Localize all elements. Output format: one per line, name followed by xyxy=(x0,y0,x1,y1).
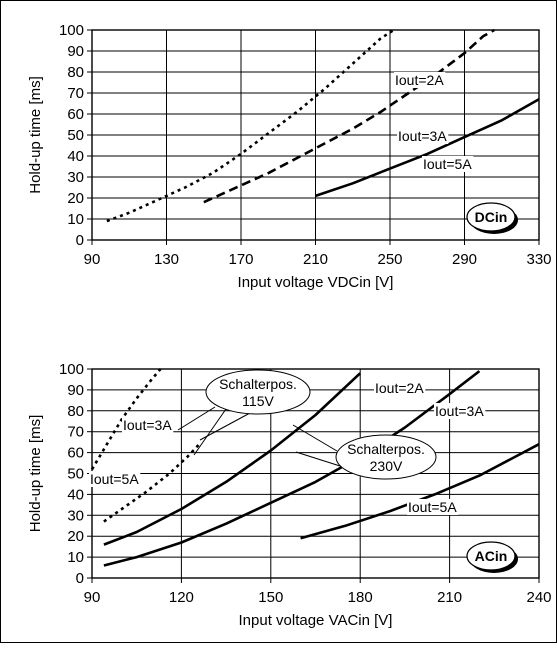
dc-x-axis-title: Input voltage VDCin [V] xyxy=(238,274,394,291)
series-label-background xyxy=(374,380,426,396)
series-label-background xyxy=(397,128,449,144)
y-tick-label: 60 xyxy=(67,445,84,462)
series-line-1 xyxy=(203,28,495,204)
ac-callout-230v-oval xyxy=(335,434,437,480)
ac-chart-labels: Input voltage VACin [V] Hold-up time [ms… xyxy=(27,415,392,629)
x-tick-label: 330 xyxy=(526,251,551,268)
y-tick-label: 70 xyxy=(67,85,84,102)
y-tick-label: 80 xyxy=(67,403,84,420)
dc-badge-oval xyxy=(466,202,516,232)
y-tick-label: 20 xyxy=(67,528,84,545)
y-tick-label: 0 xyxy=(76,570,84,587)
series-label-background xyxy=(434,403,486,419)
ac-callout-115v-line1: Schalterpos. xyxy=(219,376,297,392)
callout-leader-line xyxy=(193,408,227,456)
callout-leader-line xyxy=(295,451,341,467)
ac-callout-115v-line2: 115V xyxy=(242,393,274,409)
x-tick-label: 180 xyxy=(348,589,373,606)
y-tick-label: 30 xyxy=(67,169,84,186)
x-tick-label: 90 xyxy=(84,251,101,268)
y-tick-label: 90 xyxy=(67,382,84,399)
series-label-background xyxy=(122,417,174,433)
y-tick-label: 40 xyxy=(67,486,84,503)
series-line-0 xyxy=(106,28,395,223)
ac-callout-leaders xyxy=(177,406,341,467)
ac-badge-oval xyxy=(466,541,516,571)
ac-y-axis-title: Hold-up time [ms] xyxy=(27,415,44,533)
callout-leader-line xyxy=(292,424,338,452)
series-line-2 xyxy=(103,372,362,546)
ac-series-label-115v-5a: Iout=5A xyxy=(90,471,139,487)
ac-chart-ticks: 0 10 20 30 40 50 60 70 80 90 100 90 120 150 180 210 240 xyxy=(59,361,552,606)
series-line-2 xyxy=(315,98,540,198)
x-tick-label: 150 xyxy=(258,589,283,606)
ac-callouts: Schalterpos. 115V Schalterpos. 230V xyxy=(205,369,437,480)
y-tick-label: 20 xyxy=(67,190,84,207)
ac-series-label-230v-5a: Iout=5A xyxy=(408,499,457,515)
dc-series-label-2a: Iout=2A xyxy=(395,72,444,88)
ac-series-label-115v-3a: Iout=3A xyxy=(123,417,172,433)
series-label-background xyxy=(422,156,474,172)
x-tick-label: 170 xyxy=(228,251,253,268)
y-tick-label: 50 xyxy=(67,127,84,144)
series-label-background xyxy=(394,72,446,88)
x-tick-label: 210 xyxy=(303,251,328,268)
ac-callout-115v-oval xyxy=(205,369,311,415)
ac-series-label-230v-3a: Iout=3A xyxy=(435,403,484,419)
series-label-background xyxy=(407,499,459,515)
ac-badge: ACin xyxy=(466,541,518,573)
y-tick-label: 40 xyxy=(67,148,84,165)
callout-leader-line xyxy=(177,406,216,431)
dc-badge: DCin xyxy=(466,202,518,234)
x-tick-label: 90 xyxy=(84,589,101,606)
ac-callout-230v-line2: 230V xyxy=(370,458,403,474)
series-label-background xyxy=(89,471,141,487)
x-tick-label: 290 xyxy=(452,251,477,268)
series-line-0 xyxy=(90,368,162,470)
y-tick-label: 30 xyxy=(67,507,84,524)
x-tick-label: 120 xyxy=(169,589,194,606)
dc-chart-series xyxy=(106,28,540,223)
ac-series-label-230v-2a: Iout=2A xyxy=(375,380,424,396)
callout-leader-line xyxy=(199,412,251,441)
dc-chart-ticks: 0 10 20 30 40 50 60 70 80 90 100 90 130 170 210 250 290 3… xyxy=(59,22,552,268)
y-tick-label: 50 xyxy=(67,466,84,483)
y-tick-label: 90 xyxy=(67,43,84,60)
y-tick-label: 100 xyxy=(59,22,84,39)
y-tick-label: 100 xyxy=(59,361,84,378)
ac-badge-label: ACin xyxy=(475,548,508,564)
y-tick-label: 10 xyxy=(67,549,84,566)
y-tick-label: 0 xyxy=(76,232,84,249)
series-line-3 xyxy=(103,370,481,567)
dc-chart-labels: Input voltage VDCin [V] Hold-up time [ms… xyxy=(27,76,393,291)
x-tick-label: 130 xyxy=(154,251,179,268)
x-tick-label: 210 xyxy=(437,589,462,606)
x-tick-label: 250 xyxy=(377,251,402,268)
y-tick-label: 80 xyxy=(67,64,84,81)
dc-series-labels: Iout=2A Iout=3A Iout=5A xyxy=(394,72,474,172)
dc-series-label-5a: Iout=5A xyxy=(423,156,472,172)
x-tick-label: 240 xyxy=(526,589,551,606)
y-tick-label: 60 xyxy=(67,106,84,123)
dc-badge-label: DCin xyxy=(475,209,508,225)
ac-callout-230v-line1: Schalterpos. xyxy=(347,441,425,457)
dc-series-label-3a: Iout=3A xyxy=(398,128,447,144)
dc-y-axis-title: Hold-up time [ms] xyxy=(27,76,44,194)
y-tick-label: 10 xyxy=(67,211,84,228)
y-tick-label: 70 xyxy=(67,424,84,441)
ac-series-labels: Iout=3A Iout=5A Iout=2A Iout=3A Iout=5A xyxy=(89,380,486,515)
ac-x-axis-title: Input voltage VACin [V] xyxy=(239,612,393,629)
